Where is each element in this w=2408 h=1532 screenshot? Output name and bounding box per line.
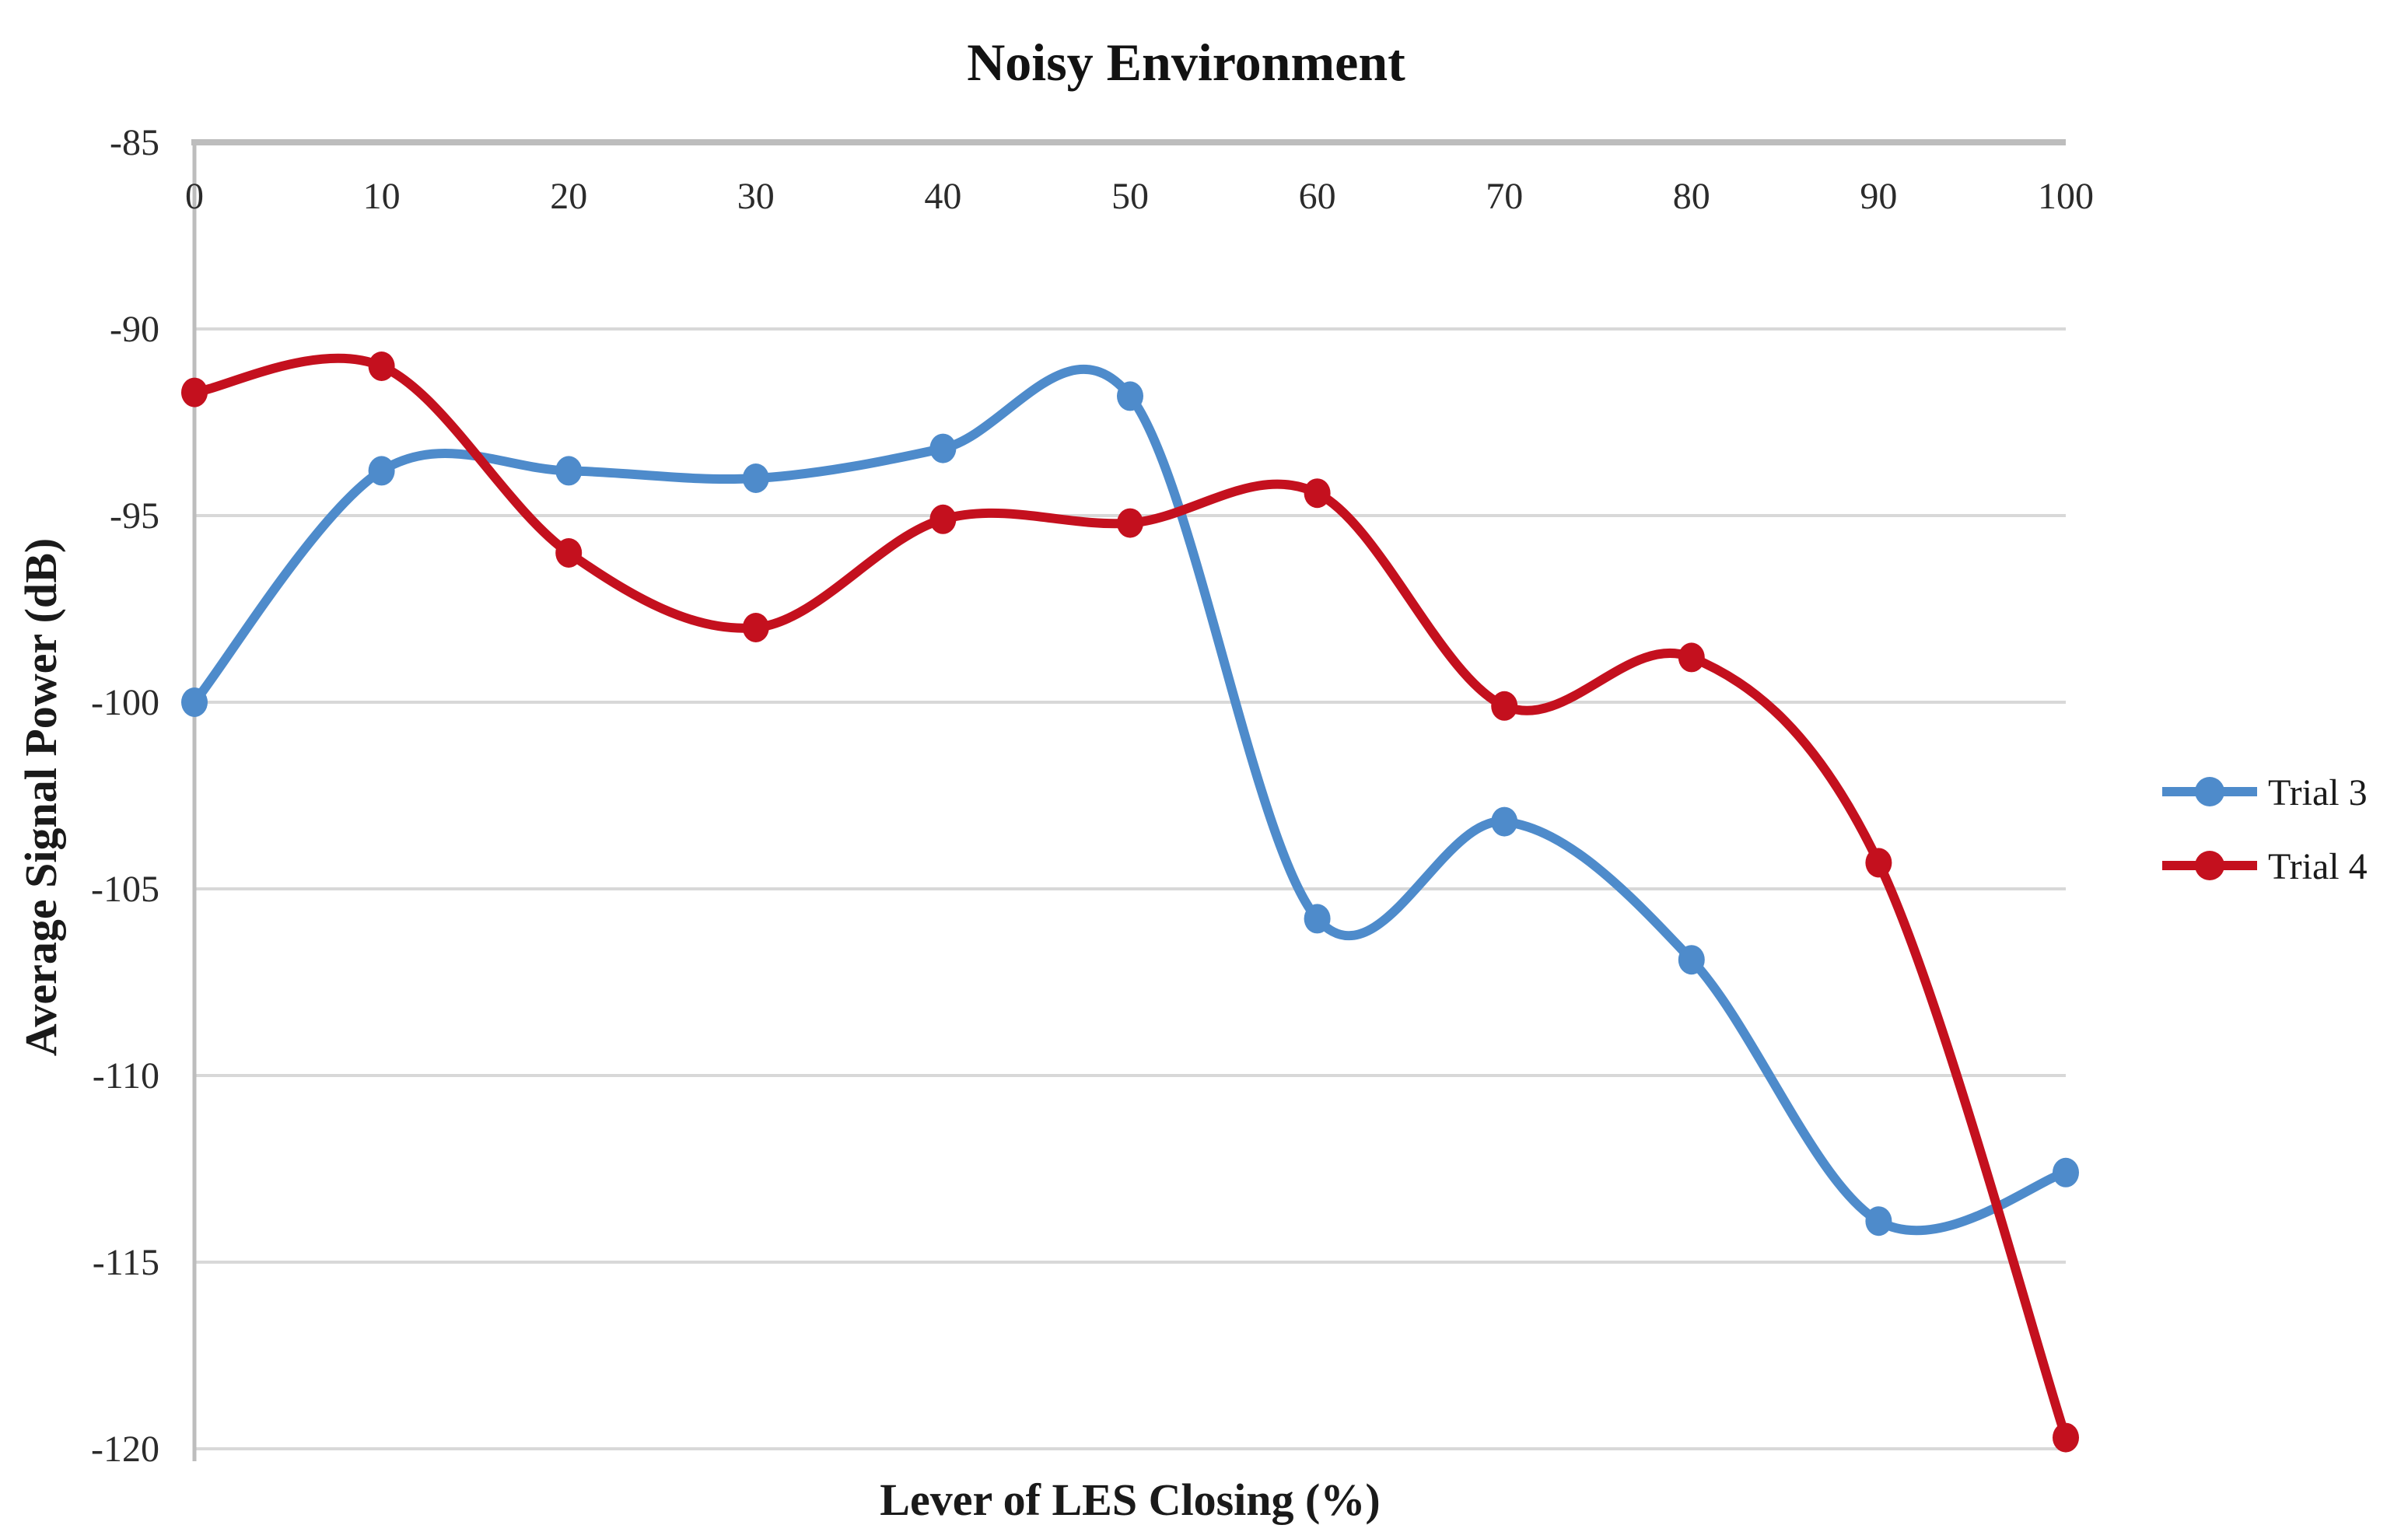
legend-item-trial-4: Trial 4: [2162, 846, 2368, 887]
trial-4-line: [190, 353, 2070, 1443]
x-tick-label: 30: [737, 176, 775, 217]
x-tick-label: 70: [1486, 176, 1523, 217]
trial-4-point-x0: [181, 377, 208, 407]
y-axis-title: Average Signal Power (dB): [16, 538, 66, 1056]
y-tick-label: -115: [93, 1242, 159, 1283]
y-tick-label: -110: [93, 1055, 159, 1097]
trial-3-point-x10: [368, 456, 395, 486]
trial-3-point-x70: [1491, 806, 1518, 837]
trial-4-point-x50: [1117, 508, 1143, 538]
trial-3-point-x90: [1865, 1206, 1892, 1236]
legend-marker-trial-4: [2195, 851, 2224, 880]
legend-item-trial-3: Trial 3: [2162, 772, 2368, 813]
trial-4-point-x10: [368, 352, 395, 381]
x-axis-title: Lever of LES Closing (%): [880, 1474, 1380, 1525]
y-tick-label: -105: [91, 869, 159, 910]
y-tick-label: -120: [91, 1429, 159, 1470]
trial-3-point-x30: [742, 463, 769, 493]
trial-4-point-x60: [1304, 478, 1331, 509]
plot-area: -85 -90 -95 -100 -105 -110 -115 -120 0 10 20 30 40 50…: [91, 122, 2094, 1470]
trial-4-point-x30: [742, 613, 769, 642]
y-tick-label: -90: [110, 309, 159, 350]
trial-4-point-x20: [555, 538, 583, 568]
trial-3-point-x80: [1678, 945, 1705, 975]
trial-3-point-x0: [181, 687, 208, 717]
x-tick-label: 60: [1299, 176, 1336, 217]
legend-marker-trial-3: [2195, 777, 2224, 806]
y-tick-label: -100: [91, 682, 159, 723]
trial-3-point-x100: [2053, 1157, 2079, 1187]
trial-3-point-x20: [555, 456, 583, 486]
x-tick-label: 80: [1673, 176, 1710, 217]
trial-3-point-x40: [929, 433, 957, 463]
legend: Trial 3 Trial 4: [2162, 772, 2368, 887]
trial-4-point-x100: [2053, 1422, 2079, 1453]
trial-4-point-x90: [1865, 848, 1892, 878]
legend-label-trial-4: Trial 4: [2268, 846, 2368, 887]
legend-label-trial-3: Trial 3: [2268, 772, 2368, 813]
trial-3-point-x60: [1304, 904, 1331, 934]
x-tick-label: 50: [1111, 176, 1149, 217]
trial-4-point-x40: [929, 504, 957, 534]
trial-4-point-x80: [1678, 642, 1705, 673]
x-tick-label: 100: [2038, 176, 2094, 217]
y-tick-label: -85: [110, 122, 159, 163]
x-tick-label: 0: [185, 176, 204, 217]
x-tick-label: 20: [550, 176, 587, 217]
trial-4-point-x70: [1491, 691, 1518, 721]
y-tick-label: -95: [110, 495, 159, 537]
x-tick-label: 10: [363, 176, 401, 217]
trial-3-point-x50: [1117, 381, 1143, 411]
chart-title: Noisy Environment: [967, 33, 1405, 92]
trial-3-line: [190, 364, 2070, 1236]
x-tick-label: 90: [1860, 176, 1897, 217]
x-tick-label: 40: [924, 176, 961, 217]
